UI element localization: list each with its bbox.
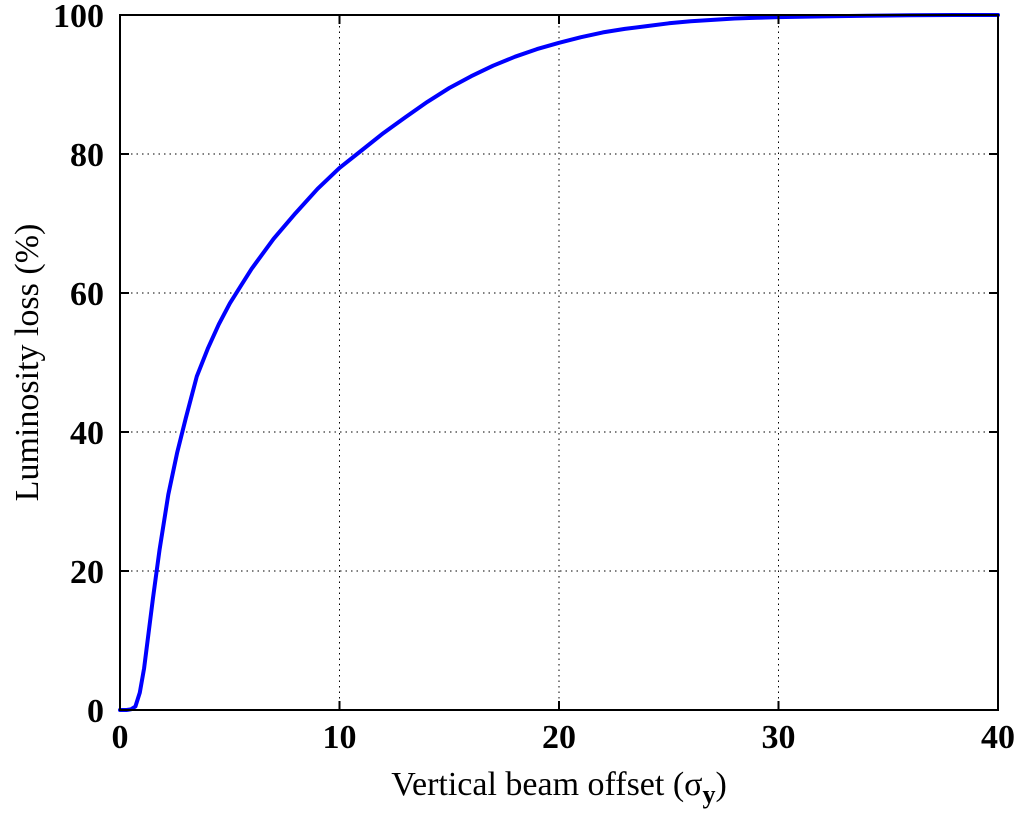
x-tick-label: 10 bbox=[323, 719, 357, 756]
y-axis-label: Luminosity loss (%) bbox=[9, 224, 46, 502]
x-tick-label: 0 bbox=[112, 719, 129, 756]
y-tick-label: 60 bbox=[70, 276, 104, 313]
x-tick-label: 20 bbox=[542, 719, 576, 756]
y-tick-label: 40 bbox=[70, 415, 104, 452]
y-tick-label: 20 bbox=[70, 554, 104, 591]
series-layer bbox=[118, 13, 1000, 712]
x-axis-label-subscript: y bbox=[702, 780, 715, 809]
x-tick-label: 30 bbox=[762, 719, 796, 756]
axis-ticks bbox=[119, 14, 999, 711]
x-axis-label-main: Vertical beam offset ( bbox=[391, 766, 684, 803]
x-axis-label-close: ) bbox=[715, 766, 726, 803]
x-tick-label: 40 bbox=[981, 719, 1015, 756]
tick-labels: 0 10 20 30 40 0 20 40 60 80 100 bbox=[53, 0, 1015, 756]
x-axis-label: Vertical beam offset (σy) bbox=[391, 766, 727, 809]
y-tick-label: 0 bbox=[87, 693, 104, 730]
grid-lines bbox=[120, 15, 998, 710]
y-tick-label: 100 bbox=[53, 0, 104, 35]
x-axis-label-symbol: σ bbox=[684, 766, 702, 803]
series-line bbox=[118, 13, 1000, 712]
y-tick-label: 80 bbox=[70, 137, 104, 174]
